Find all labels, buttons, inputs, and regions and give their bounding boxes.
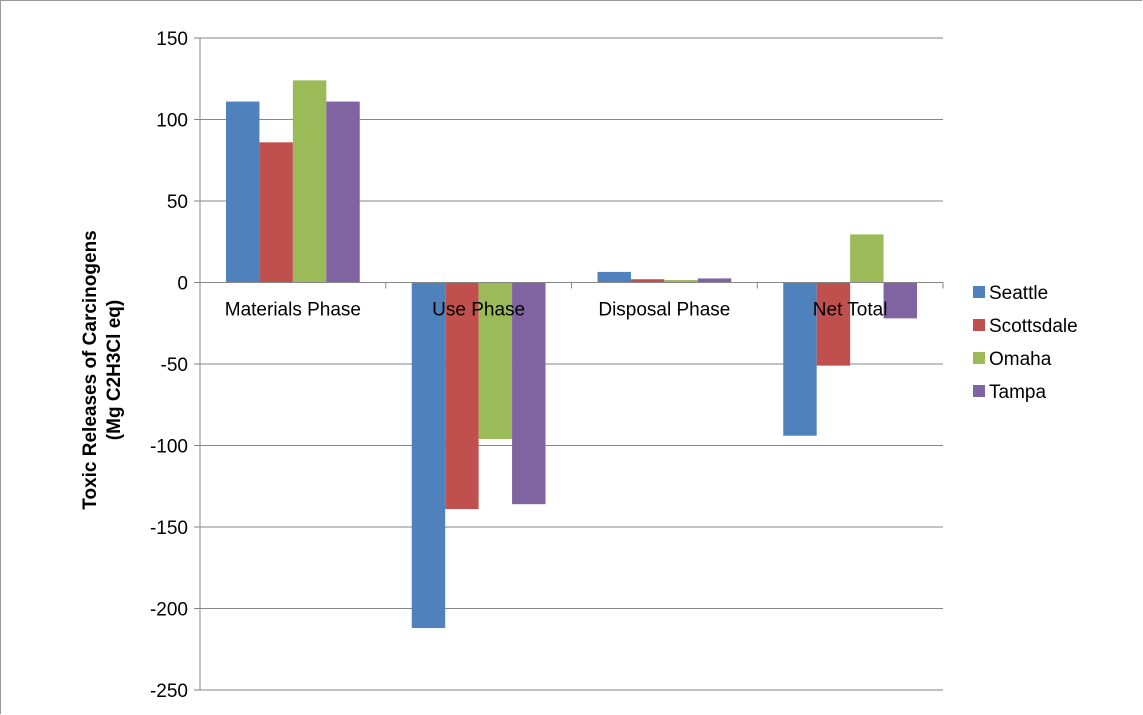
bar-tampa [697,278,732,283]
bar-omaha [664,280,698,283]
bar-scottsdale [630,279,665,283]
bar-seattle [597,271,631,283]
bar-omaha [292,80,327,283]
legend-swatch [973,286,985,298]
y-tick-label: 0 [177,274,188,295]
legend-swatch [973,385,985,397]
bar-scottsdale [445,282,479,510]
bar-seattle [226,101,260,283]
bar-seattle [783,282,817,436]
bar-omaha [850,234,884,283]
legend-swatch [973,352,985,364]
y-tick-label: 150 [156,29,188,50]
legend-label: Omaha [989,349,1052,370]
y-tick-label: -150 [150,518,188,539]
y-tick-label: 100 [156,111,188,132]
x-category-label: Disposal Phase [598,300,730,321]
y-tick-label: -50 [161,355,188,376]
legend-label: Scottsdale [989,316,1078,337]
bar-scottsdale [816,282,851,366]
x-category-label: Net Total [813,300,888,321]
bar-tampa [326,101,360,283]
y-tick-label: -200 [150,600,188,621]
bar-seattle [411,282,446,629]
y-axis-label: Toxic Releases of Carcinogens (Mg C2H3Cl… [80,230,125,509]
y-axis-label-line-1: Toxic Releases of Carcinogens [80,230,101,509]
x-category-label: Use Phase [432,300,525,321]
y-tick-label: -100 [150,437,188,458]
bar-scottsdale [259,142,293,283]
y-tick-label: 50 [167,192,188,213]
bars [226,80,917,629]
y-axis-label-line-2: (Mg C2H3Cl eq) [104,300,125,440]
bar-omaha [478,282,513,439]
legend-swatch [973,319,985,331]
y-tick-label: -250 [150,681,188,702]
x-category-label: Materials Phase [225,300,361,321]
axes: 150 100 50 0 -50 -100 -150 -200 -250 Materials Ph… [150,29,944,702]
legend: Seattle Scottsdale Omaha Tampa [973,283,1078,403]
legend-label: Tampa [989,382,1046,403]
bar-tampa [512,282,546,505]
legend-label: Seattle [989,283,1048,304]
bar-tampa [883,282,917,319]
